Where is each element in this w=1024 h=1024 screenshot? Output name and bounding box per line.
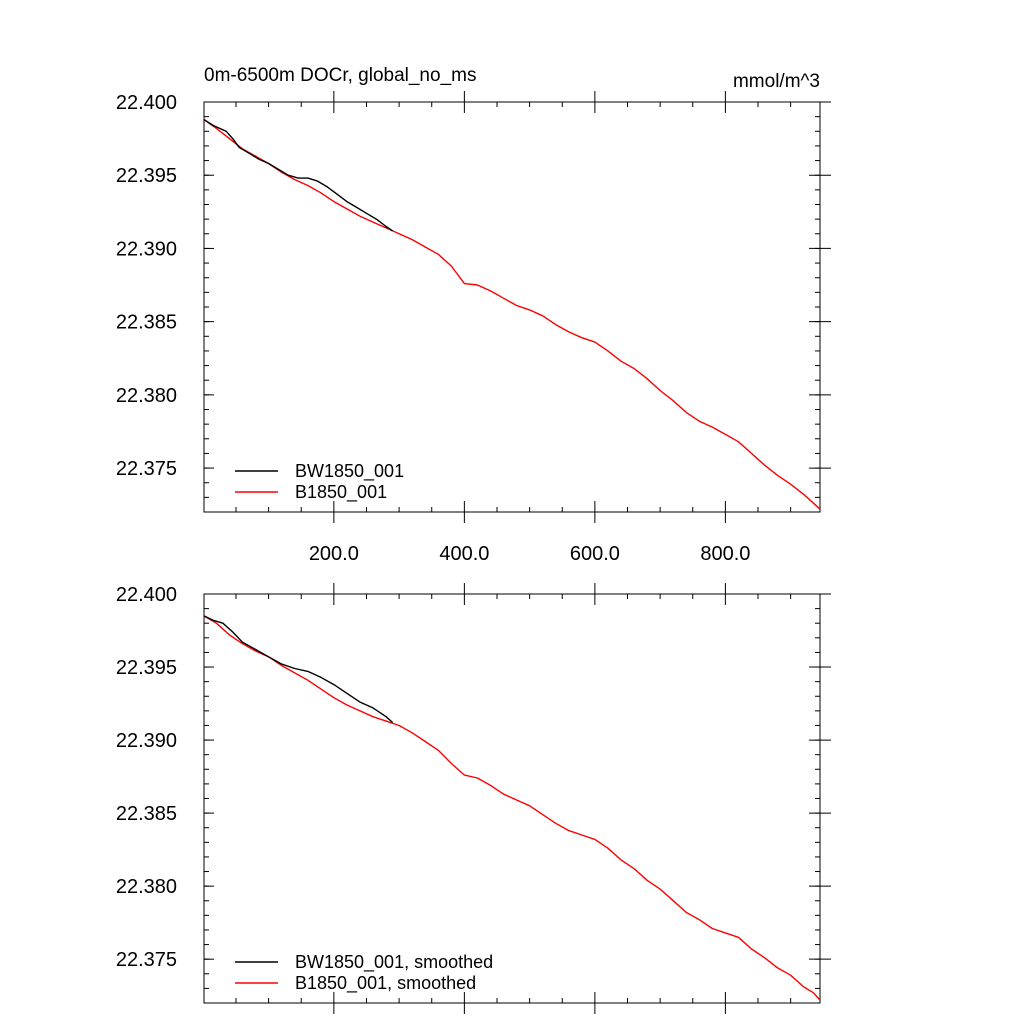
y-tick-label: 22.390: [116, 730, 177, 752]
legend-label: BW1850_001, smoothed: [295, 952, 493, 973]
y-tick-label: 22.400: [116, 584, 177, 606]
series-line-1: [204, 615, 394, 724]
units-label: mmol/m^3: [733, 71, 820, 92]
y-tick-label: 22.385: [116, 803, 177, 825]
y-tick-label: 22.385: [116, 312, 177, 334]
y-tick-label: 22.375: [116, 949, 177, 971]
y-tick-label: 22.395: [116, 657, 177, 679]
y-tick-label: 22.395: [116, 165, 177, 187]
plot-panel-1: 200.0 400.0 600.0 800.0 22.400 22.395 22.390 22…: [116, 65, 831, 565]
x-tick-label: 800.0: [700, 543, 750, 565]
y-tick-label: 22.390: [116, 238, 177, 260]
series-line-1: [204, 119, 393, 232]
y-tick-label: 22.400: [116, 92, 177, 114]
legend-label: BW1850_001: [295, 461, 404, 482]
y-tick-label: 22.380: [116, 385, 177, 407]
y-tick-label: 22.380: [116, 876, 177, 898]
y-tick-label: 22.375: [116, 458, 177, 480]
x-tick-label: 600.0: [570, 543, 620, 565]
legend-label: B1850_001: [295, 482, 387, 503]
legend-label: B1850_001, smoothed: [295, 973, 476, 994]
plot-frame: [203, 101, 821, 513]
x-tick-label: 400.0: [439, 543, 489, 565]
series-line-2: [204, 615, 820, 1001]
series-line-2: [204, 119, 820, 510]
chart-title: 0m-6500m DOCr, global_no_ms: [204, 65, 476, 86]
x-tick-label: 200.0: [309, 543, 359, 565]
plot-panel-2: 22.400 22.395 22.390 22.385 22.380 22.375 BW18…: [116, 583, 831, 1014]
